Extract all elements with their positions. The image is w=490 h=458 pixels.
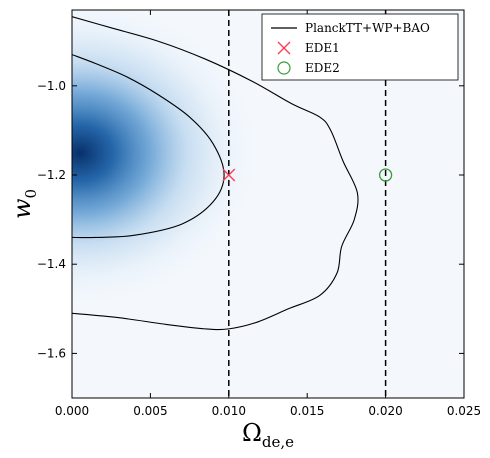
marker-stroke	[222, 168, 236, 182]
legend: PlanckTT+WP+BAO EDE1 EDE2	[261, 13, 459, 81]
marker-ede1	[222, 168, 236, 182]
x-tick-label: 0.010	[212, 404, 246, 418]
y-tick-label: −1.0	[37, 79, 66, 93]
marker-layer	[222, 168, 393, 182]
marker-ede2	[378, 168, 393, 182]
contour-95pct	[72, 16, 359, 331]
x-tick-label: 0.020	[368, 404, 402, 418]
y-axis-title: w0	[8, 189, 40, 219]
y-tick-label: −1.6	[37, 346, 66, 360]
contour-68pct	[72, 54, 225, 239]
x-axis-title: Ωde,e	[242, 419, 294, 451]
legend-box	[261, 13, 459, 81]
x-tick-label: 0.025	[447, 404, 481, 418]
legend-label-contour: PlanckTT+WP+BAO	[305, 21, 430, 35]
x-tick-label: 0.000	[55, 404, 89, 418]
legend-x-icon	[277, 41, 291, 55]
x-tick-label: 0.015	[290, 404, 324, 418]
tick-layer: 0.000 0.005 0.010 0.015 0.020 0.025 −1.6 −1.4 −1…	[37, 10, 481, 418]
y-tick-label: −1.2	[37, 168, 66, 182]
legend-label-ede2: EDE2	[305, 61, 340, 75]
legend-circle-icon	[277, 61, 291, 75]
x-tick-label: 0.005	[133, 404, 167, 418]
y-tick-label: −1.4	[37, 257, 66, 271]
axes-frame	[71, 9, 465, 399]
contour-layer	[72, 16, 359, 331]
legend-label-ede1: EDE1	[305, 41, 340, 55]
